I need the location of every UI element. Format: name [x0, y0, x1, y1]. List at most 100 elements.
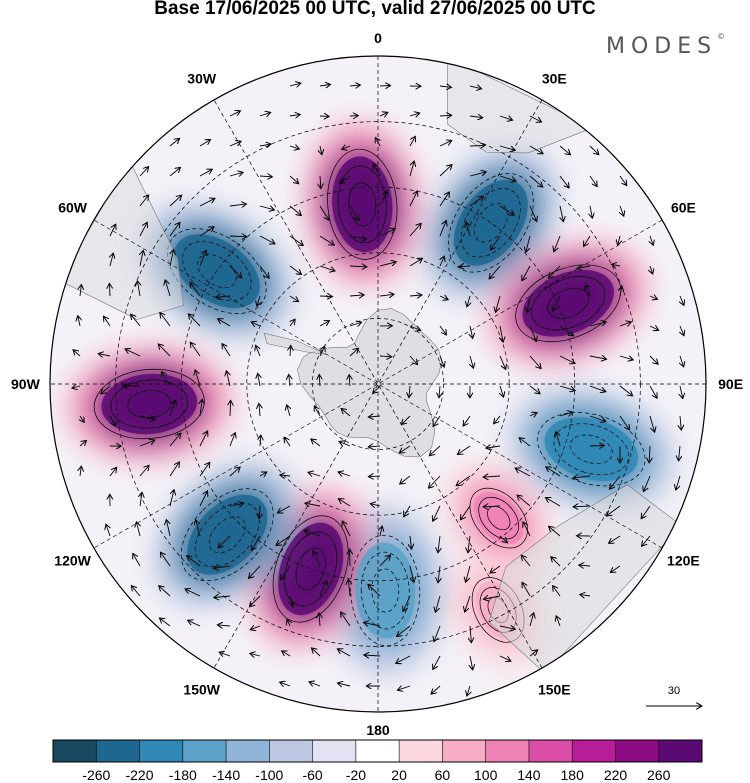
wind-arrow: [494, 415, 501, 423]
wind-arrow: [433, 655, 441, 669]
wind-arrow: [527, 295, 530, 312]
anomaly-contour: [478, 496, 520, 540]
wind-arrow: [470, 355, 473, 367]
wind-arrow: [516, 469, 531, 477]
colorbar-swatch: [615, 740, 659, 762]
colorbar-label: 140: [517, 767, 541, 783]
wind-arrow: [349, 85, 360, 86]
colorbar-label: 20: [391, 767, 407, 783]
wind-arrow: [469, 116, 482, 118]
anomaly-contour: [295, 547, 326, 591]
wind-arrow: [649, 415, 654, 431]
meridian-line: [93, 219, 663, 549]
colorbar: -260 -220 -180 -140 -100 -60 -20 20 60 100 140 180 2…: [52, 739, 703, 783]
wind-arrow: [611, 565, 621, 572]
wind-arrow: [78, 317, 80, 327]
wind-arrow: [319, 614, 320, 627]
wind-arrow: [496, 295, 501, 311]
wind-arrow: [529, 385, 539, 393]
wind-arrow: [169, 139, 179, 147]
wind-arrow: [371, 504, 381, 506]
wind-arrow: [259, 404, 260, 417]
wind-arrow: [109, 415, 115, 425]
wind-arrow: [439, 296, 447, 299]
wind-arrow: [400, 445, 411, 453]
wind-arrow: [349, 236, 366, 239]
wind-arrow: [559, 385, 574, 390]
wind-arrow: [436, 595, 441, 611]
wind-arrow: [434, 625, 441, 641]
wind-arrow: [339, 499, 351, 507]
wind-arrow: [159, 345, 171, 357]
colorbar-swatch: [658, 740, 702, 762]
wind-arrow: [398, 686, 411, 690]
longitude-label-lon-120e: 120E: [667, 552, 700, 568]
wind-arrow: [491, 235, 501, 249]
longitude-labels: 0 30E 60E 90E 120E 150E 180 150W 120W 90W 60W 30W: [11, 30, 743, 738]
meridian-line: [213, 99, 543, 669]
wind-arrow: [349, 323, 361, 327]
wind-arrow: [649, 296, 657, 299]
wind-arrow: [80, 467, 81, 477]
wind-arrow: [409, 565, 414, 582]
colorbar-label: 180: [561, 767, 585, 783]
vector-scale-label: 30: [668, 685, 680, 697]
wind-arrow: [440, 257, 444, 267]
anomaly-contour: [487, 506, 511, 531]
wind-arrow: [619, 415, 629, 429]
wind-arrow: [110, 284, 111, 297]
wind-arrow: [340, 442, 351, 446]
wind-arrow: [159, 586, 171, 597]
wind-arrow: [259, 265, 269, 278]
wind-arrow: [252, 322, 261, 326]
brand-text: MODES: [606, 34, 718, 59]
wind-arrow: [458, 445, 471, 454]
wind-arrow: [278, 505, 291, 513]
colorbar-label: 60: [435, 767, 451, 783]
wind-arrow: [619, 385, 632, 395]
wind-arrow: [312, 440, 321, 447]
wind-arrow: [560, 205, 563, 221]
wind-arrow: [349, 349, 358, 357]
wind-arrow: [139, 167, 148, 177]
wind-arrow: [529, 145, 542, 153]
wind-arrow: [251, 626, 261, 629]
wind-arrow: [547, 467, 561, 477]
wind-arrow: [461, 505, 471, 519]
wind-arrow: [379, 113, 387, 116]
wind-arrow: [439, 141, 451, 147]
wind-arrow: [499, 655, 510, 661]
wind-arrow: [104, 317, 111, 327]
wind-arrow: [439, 86, 451, 87]
wind-arrow: [589, 356, 606, 359]
wind-arrow: [499, 145, 515, 150]
wind-arrow: [439, 165, 451, 177]
wind-arrow: [649, 355, 658, 364]
anomaly-contour: [350, 534, 421, 647]
wind-arrow: [559, 355, 574, 363]
longitude-label-lon-60w: 60W: [58, 200, 88, 216]
wind-arrow: [287, 406, 290, 417]
wind-arrow: [469, 86, 481, 89]
colorbar-frame: [52, 739, 703, 763]
wind-arrow: [397, 625, 411, 636]
wind-arrow: [169, 196, 181, 207]
colorbar-label: 220: [604, 767, 628, 783]
wind-arrow: [557, 617, 561, 627]
wind-arrow: [230, 401, 231, 417]
wind-arrow: [165, 281, 171, 297]
wind-arrow: [169, 463, 179, 477]
wind-arrow: [137, 523, 140, 537]
wind-arrow: [609, 535, 621, 543]
wind-arrow: [574, 476, 591, 478]
wind-arrow: [74, 350, 81, 357]
wind-arrow: [439, 115, 451, 116]
wind-arrow: [529, 175, 542, 187]
wind-arrow: [200, 400, 202, 417]
wind-arrow: [524, 523, 531, 537]
wind-arrow: [259, 176, 272, 177]
anomaly-core: [544, 417, 639, 482]
wind-arrow: [500, 325, 503, 341]
wind-arrow: [199, 251, 206, 267]
anomaly-core: [453, 179, 528, 266]
